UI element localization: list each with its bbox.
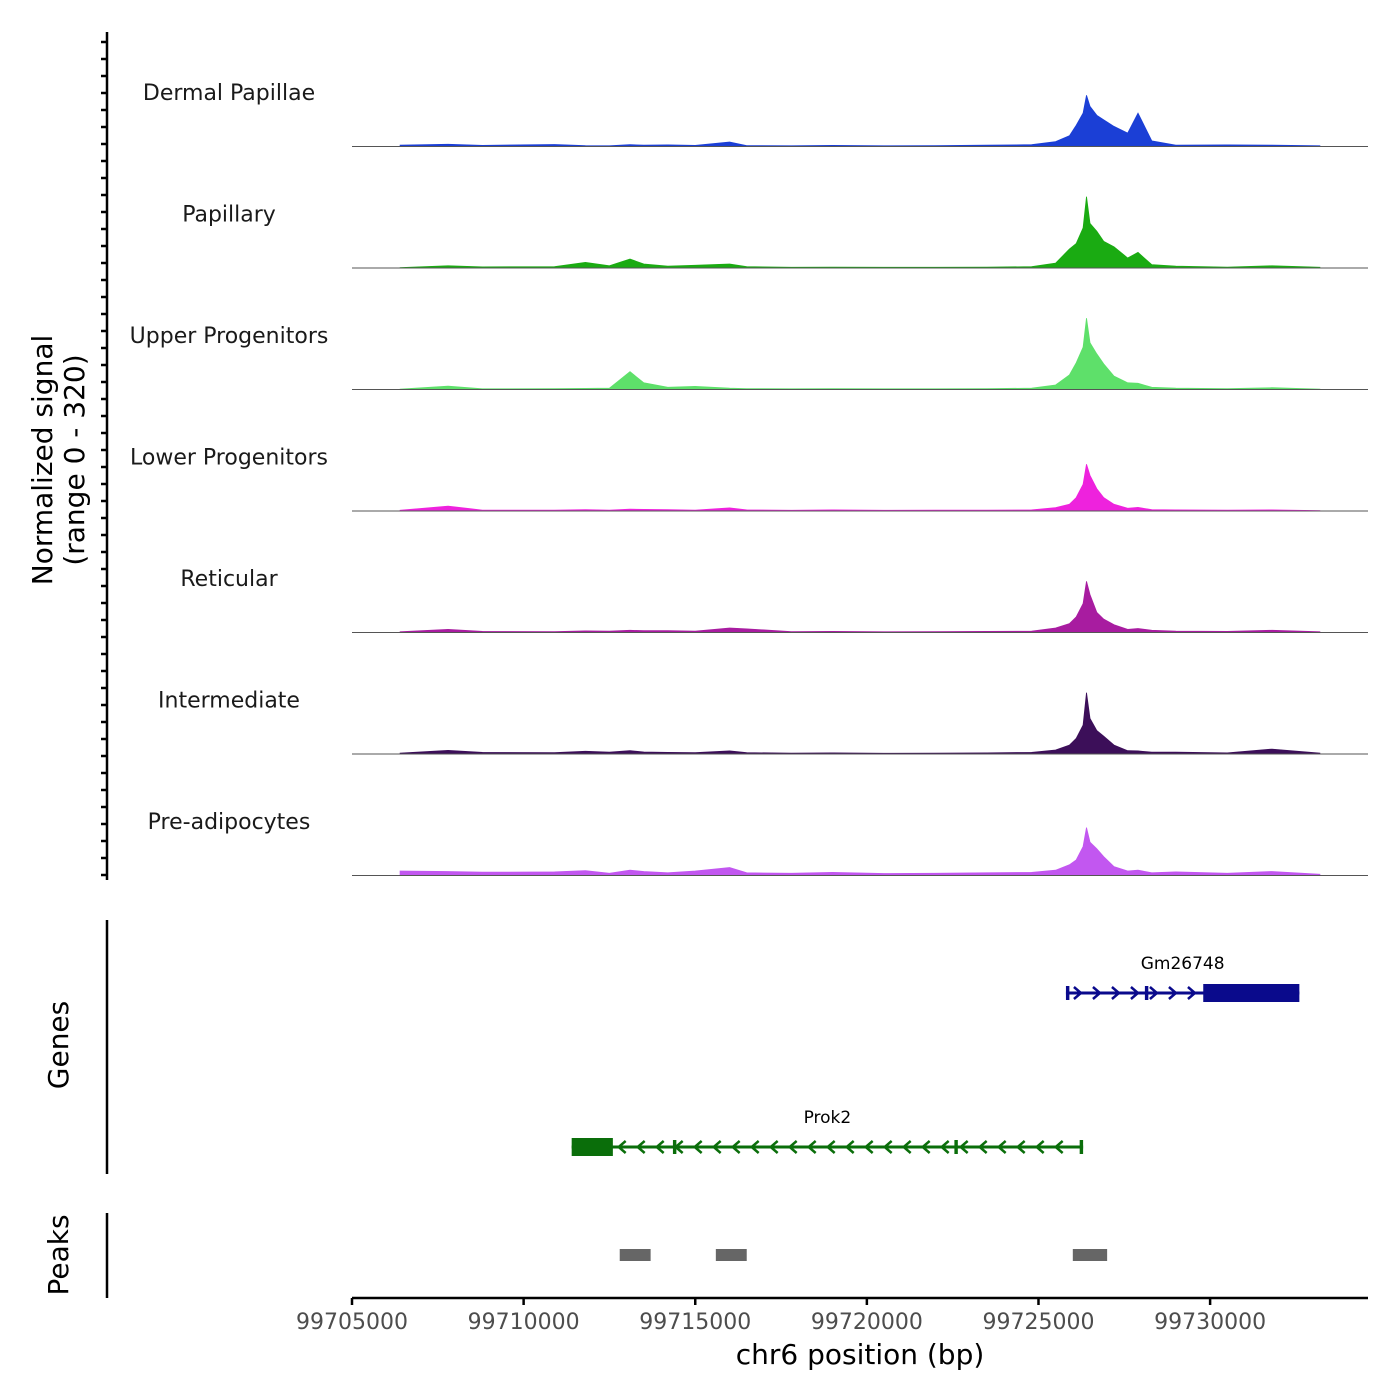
gene-exon	[1079, 1140, 1084, 1154]
strand-arrow	[1149, 986, 1159, 1000]
gene-annotations: Gm26748 Prok2	[571, 954, 1300, 1156]
strand-arrow	[730, 1140, 741, 1154]
track-reticular: Reticular	[180, 567, 1368, 633]
strand-arrow	[920, 1140, 931, 1154]
gene-prok2: Prok2	[571, 1108, 1084, 1156]
track-pre-adipocytes: Pre-adipocytes	[148, 810, 1368, 876]
strand-arrow	[863, 1140, 874, 1154]
coverage-y-axis-title: Normalized signal	[26, 335, 59, 586]
strand-arrow	[768, 1140, 779, 1154]
track-label: Upper Progenitors	[130, 324, 329, 349]
strand-arrow	[996, 1140, 1007, 1154]
track-papillary: Papillary	[182, 196, 1368, 269]
strand-arrow	[1187, 986, 1197, 1000]
x-tick-label: 99720000	[811, 1310, 923, 1335]
gene-exon	[571, 1138, 613, 1156]
coverage-tracks: Dermal Papillae Papillary Upper Progenitor…	[130, 81, 1368, 876]
gene-label: Prok2	[804, 1108, 852, 1128]
track-intermediate: Intermediate	[158, 689, 1368, 755]
track-label: Dermal Papillae	[143, 81, 315, 106]
coverage-area	[399, 692, 1321, 755]
strand-arrow	[958, 1140, 969, 1154]
coverage-area	[399, 581, 1321, 633]
coverage-area	[399, 827, 1321, 876]
track-upper-progenitors: Upper Progenitors	[130, 318, 1368, 390]
strand-arrow	[939, 1140, 950, 1154]
coverage-y-ticks	[101, 40, 107, 877]
gene-exon	[1203, 984, 1300, 1002]
track-label: Papillary	[182, 203, 276, 228]
coverage-area	[399, 196, 1321, 269]
strand-arrow	[635, 1140, 646, 1154]
x-tick-label: 99705000	[296, 1310, 408, 1335]
x-tick-label: 99725000	[982, 1310, 1094, 1335]
strand-arrow	[1111, 986, 1121, 1000]
strand-arrow	[749, 1140, 760, 1154]
strand-arrow	[692, 1140, 703, 1154]
genes-y-axis-title: Genes	[42, 1001, 75, 1089]
strand-arrow	[882, 1140, 893, 1154]
strand-arrow	[825, 1140, 836, 1154]
peak-region	[619, 1249, 651, 1261]
track-label: Lower Progenitors	[130, 446, 328, 471]
peak-regions	[619, 1249, 1108, 1261]
strand-arrow	[1168, 986, 1178, 1000]
x-tick-label: 99715000	[639, 1310, 751, 1335]
coverage-area	[399, 95, 1321, 147]
strand-arrow	[977, 1140, 988, 1154]
gene-label: Gm26748	[1141, 954, 1225, 974]
strand-arrow	[654, 1140, 665, 1154]
strand-arrow	[1053, 1140, 1064, 1154]
peak-region	[715, 1249, 747, 1261]
peak-region	[1072, 1249, 1108, 1261]
coverage-y-axis-range: (range 0 - 320)	[58, 354, 91, 565]
strand-arrow	[1015, 1140, 1026, 1154]
strand-arrow	[1130, 986, 1140, 1000]
strand-arrow	[787, 1140, 798, 1154]
gene-exon	[1144, 986, 1149, 1000]
gene-gm26748: Gm26748	[1065, 954, 1300, 1002]
coverage-area	[399, 464, 1321, 512]
gene-exon	[672, 1140, 677, 1154]
peaks-y-axis-title: Peaks	[42, 1214, 75, 1295]
track-dermal-papillae: Dermal Papillae	[143, 81, 1368, 147]
track-label: Intermediate	[158, 689, 300, 714]
track-lower-progenitors: Lower Progenitors	[130, 446, 1368, 512]
strand-arrow	[711, 1140, 722, 1154]
strand-arrow	[1034, 1140, 1045, 1154]
strand-arrow	[806, 1140, 817, 1154]
gene-exon	[954, 1140, 958, 1154]
track-label: Reticular	[180, 567, 278, 592]
track-label: Pre-adipocytes	[148, 810, 311, 835]
strand-arrow	[616, 1140, 627, 1154]
x-tick-label: 99730000	[1154, 1310, 1266, 1335]
strand-arrow	[901, 1140, 912, 1154]
x-tick-label: 99710000	[468, 1310, 580, 1335]
x-axis-title: chr6 position (bp)	[736, 1338, 985, 1371]
gene-exon	[1065, 986, 1070, 1000]
strand-arrow	[1073, 986, 1083, 1000]
strand-arrow	[844, 1140, 855, 1154]
x-axis: 99705000 99710000 99715000 99720000 99725000…	[296, 1298, 1266, 1335]
strand-arrow	[1092, 986, 1102, 1000]
coverage-area	[399, 318, 1321, 390]
